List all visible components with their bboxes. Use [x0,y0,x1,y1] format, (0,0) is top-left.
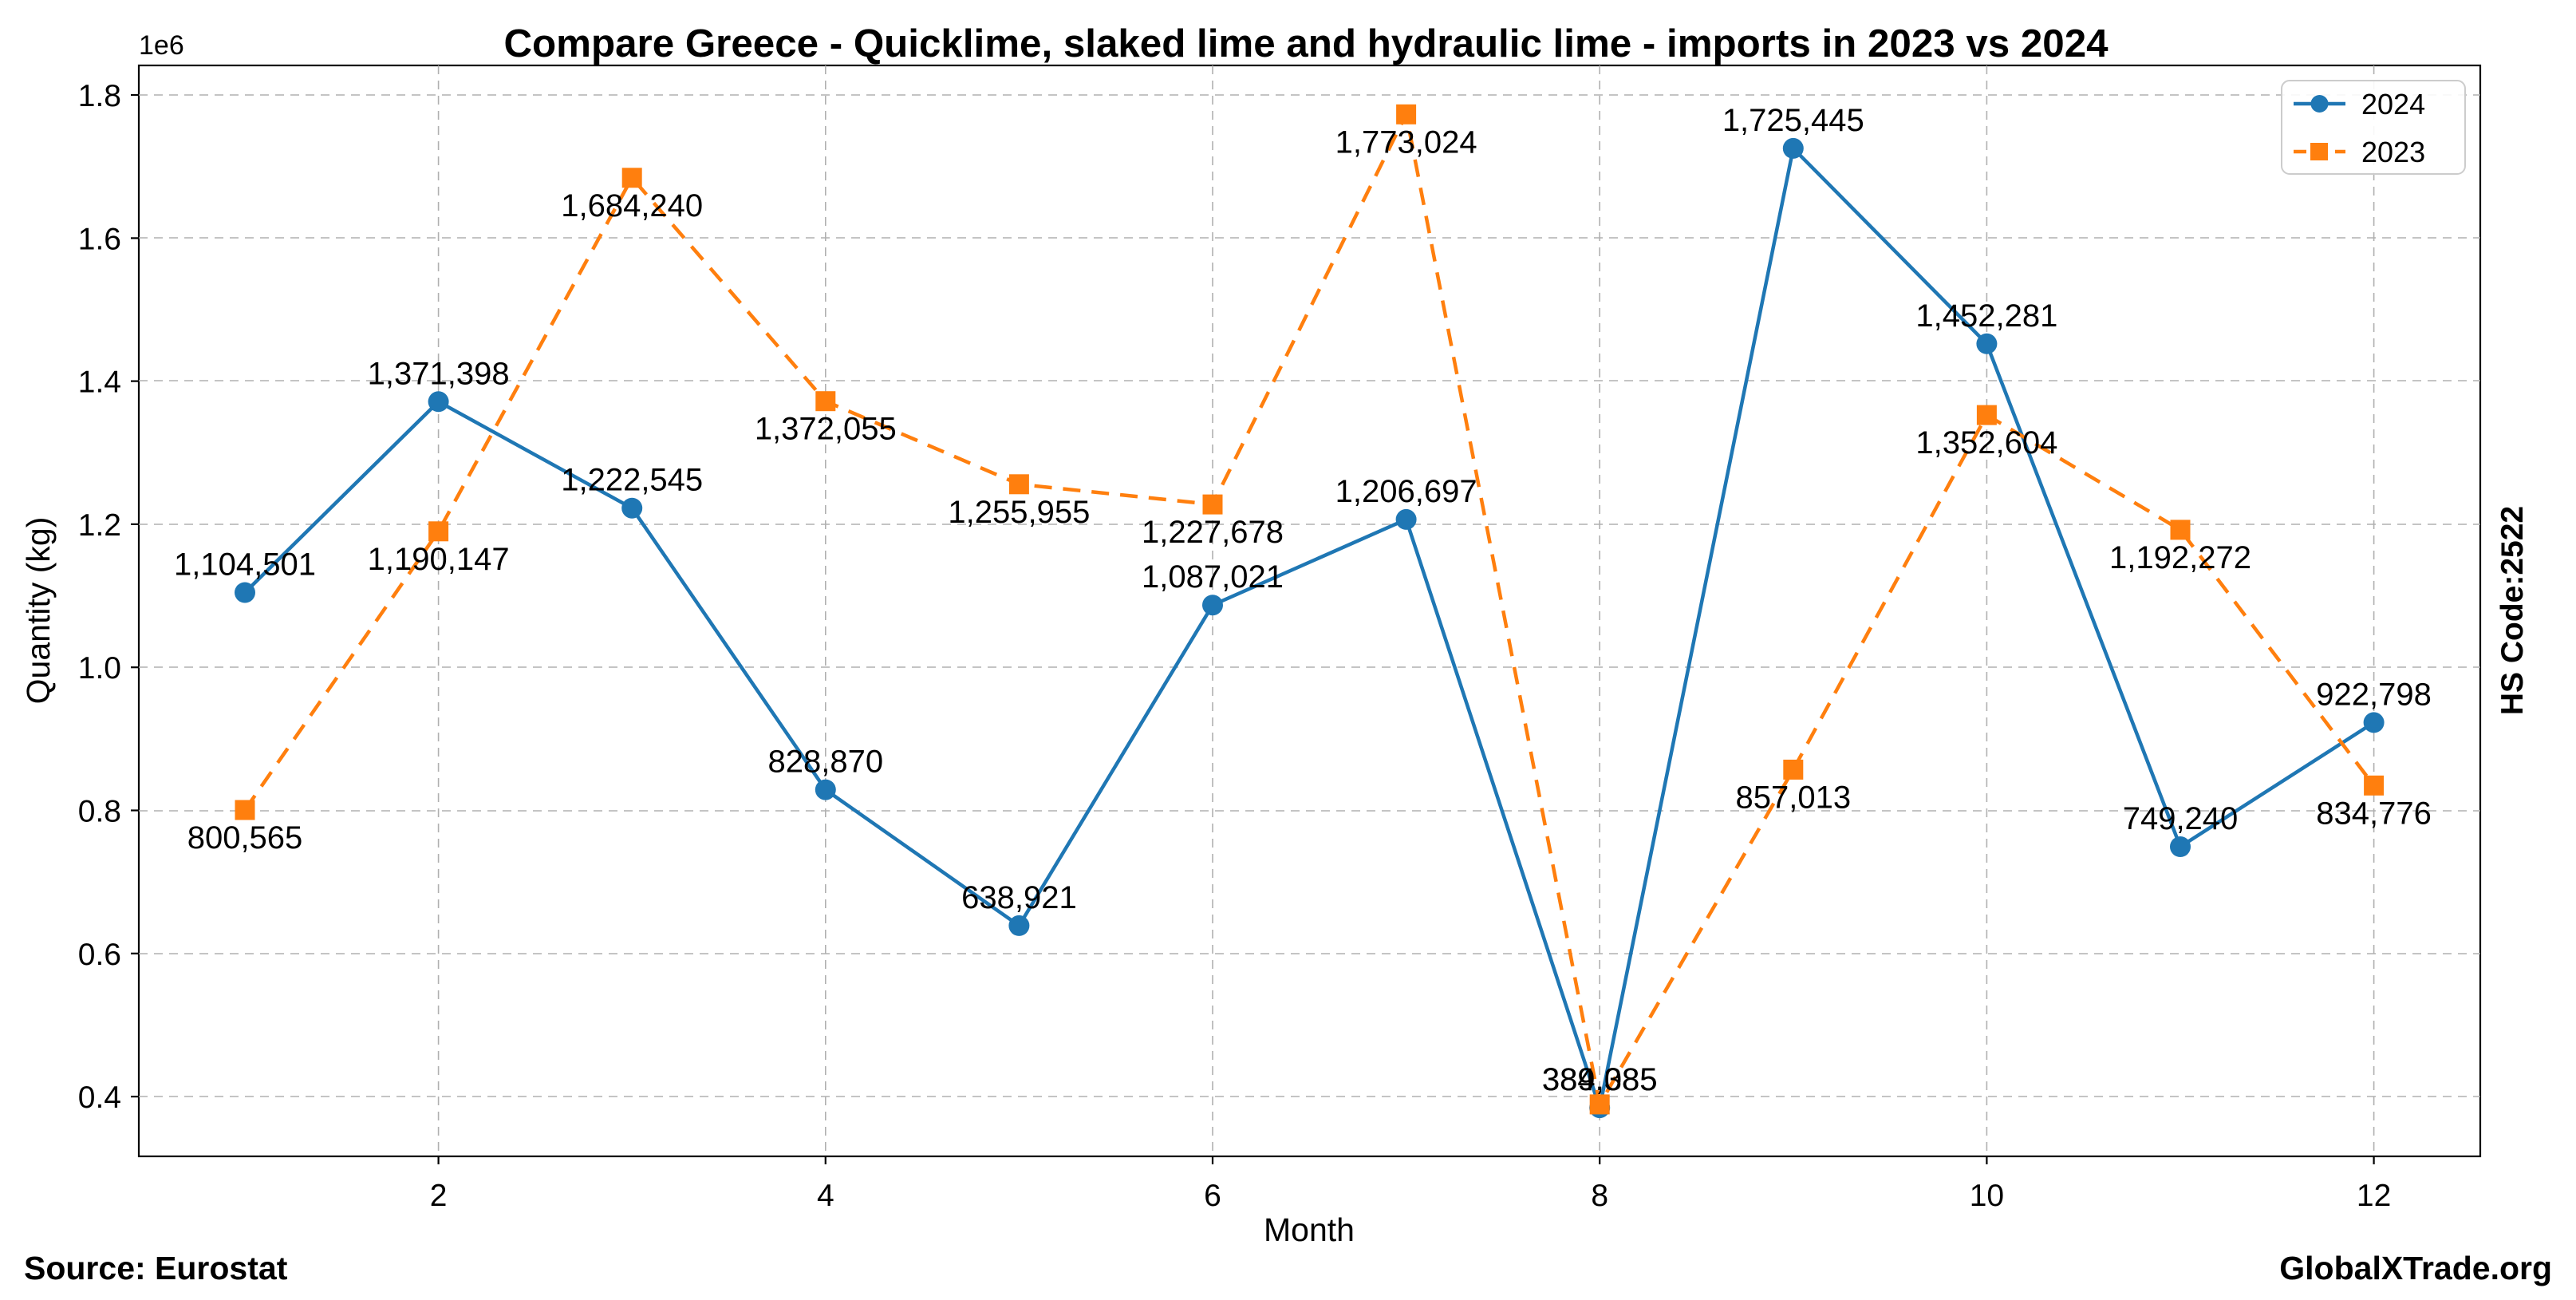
svg-text:1,206,697: 1,206,697 [1335,474,1477,509]
svg-text:1.8: 1.8 [78,79,121,113]
svg-text:389,085: 389,085 [1542,1062,1658,1097]
svg-text:1,227,678: 1,227,678 [1142,515,1284,550]
svg-text:2: 2 [430,1179,448,1213]
svg-text:749,240: 749,240 [2123,801,2239,836]
svg-text:857,013: 857,013 [1736,780,1852,815]
svg-text:1,255,955: 1,255,955 [948,495,1090,530]
svg-text:6: 6 [1204,1179,1221,1213]
svg-text:1,352,604: 1,352,604 [1915,425,2057,460]
svg-text:1,222,545: 1,222,545 [561,463,703,498]
svg-text:1.6: 1.6 [78,222,121,256]
svg-text:1e6: 1e6 [139,30,184,61]
svg-text:1,773,024: 1,773,024 [1335,124,1477,160]
svg-text:8: 8 [1591,1179,1608,1213]
svg-text:GlobalXTrade.org: GlobalXTrade.org [2279,1250,2552,1286]
svg-text:4: 4 [817,1179,834,1213]
svg-text:834,776: 834,776 [2316,796,2432,831]
svg-text:Month: Month [1264,1211,1355,1248]
svg-text:1.0: 1.0 [78,651,121,686]
svg-text:1,372,055: 1,372,055 [755,412,897,447]
svg-text:1,104,501: 1,104,501 [174,547,316,583]
svg-text:1,452,281: 1,452,281 [1915,298,2057,334]
svg-text:638,921: 638,921 [961,880,1077,915]
svg-text:0.8: 0.8 [78,795,121,829]
svg-text:12: 12 [2357,1179,2391,1213]
svg-text:Source: Eurostat: Source: Eurostat [24,1250,288,1286]
svg-text:1,190,147: 1,190,147 [368,542,510,577]
svg-text:2023: 2023 [2361,136,2425,168]
svg-text:1.2: 1.2 [78,508,121,543]
svg-text:1,725,445: 1,725,445 [1722,103,1864,138]
svg-text:10: 10 [1970,1179,2004,1213]
svg-text:0.4: 0.4 [78,1081,121,1115]
svg-text:828,870: 828,870 [768,745,884,780]
svg-text:Compare Greece - Quicklime, sl: Compare Greece - Quicklime, slaked lime … [503,22,2109,65]
svg-text:800,565: 800,565 [187,820,303,855]
svg-text:1,371,398: 1,371,398 [368,356,510,391]
svg-text:2024: 2024 [2361,88,2425,121]
svg-text:1,192,272: 1,192,272 [2109,540,2251,575]
svg-text:1.4: 1.4 [78,366,121,400]
svg-text:HS Code:2522: HS Code:2522 [2495,506,2530,715]
svg-text:1,684,240: 1,684,240 [561,188,703,223]
svg-text:Quantity (kg): Quantity (kg) [20,517,57,705]
svg-text:1,087,021: 1,087,021 [1142,559,1284,595]
svg-text:0.6: 0.6 [78,938,121,972]
svg-text:922,798: 922,798 [2316,677,2432,712]
